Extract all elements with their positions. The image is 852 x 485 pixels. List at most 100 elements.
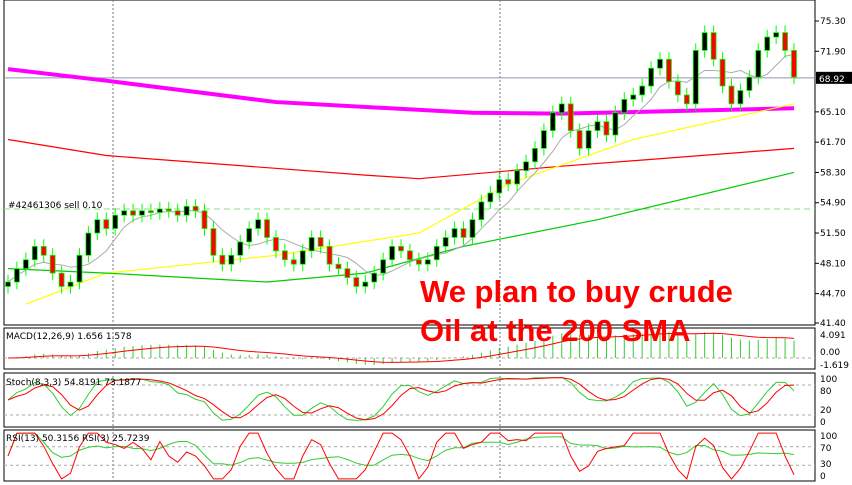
candle-body [728,85,735,105]
pane-border [3,0,816,326]
candle-body [148,210,154,213]
candle-body [58,272,65,287]
candle-body [433,245,440,261]
candle-body [246,228,253,243]
candle-body [335,263,342,270]
candle-body [451,228,458,238]
candle-body [782,32,788,51]
stoch-tick-label: 0 [820,418,826,428]
candle-body [183,205,190,216]
candle-body [103,219,110,229]
candle-body [165,208,172,212]
candle-body [523,161,529,172]
candle-body [121,210,128,216]
annotation-line-2: Oil at the 200 SMA [420,313,690,348]
candle-body [139,210,145,216]
candle-body [549,112,556,131]
candle-body [505,179,512,185]
candle-body [710,32,717,60]
axis-tick-label: 65.10 [820,108,846,118]
candle-body [773,32,780,38]
candle-body [130,210,136,216]
macd-tick-label: 4.091 [820,331,846,341]
indicator-panes: 4.091 0.00 -1.619 100 80 20 0 100 70 30 0 [4,331,849,482]
candle-body [719,58,726,87]
axis-tick-label: 54.90 [820,199,846,209]
candle-body [371,272,378,283]
axis-tick-label: 51.50 [820,229,846,239]
axis-tick-label: 48.10 [820,259,846,269]
candle-body [362,281,369,287]
candle-body [442,237,449,247]
candle-body [49,254,56,274]
candle-body [281,250,288,261]
candle-body [683,94,690,105]
candle-body [192,205,199,212]
candle-body [264,219,270,238]
stoch-tick-label: 100 [820,375,837,385]
candle-body [22,259,29,270]
macd-signal-line [7,332,795,363]
candle-body [496,179,503,194]
candle-body [85,232,92,256]
rsi-tick-label: 30 [820,460,832,470]
candle-body [398,245,404,252]
candle-body [585,130,592,149]
rsi-label: RSI(13) 50.3156 RSI(3) 25.7239 [6,434,150,444]
candle-body [94,219,101,234]
candle-body [353,277,360,287]
pane-border [3,327,816,370]
pane-border [3,429,816,482]
candle-body [487,192,494,203]
candle-body [558,103,565,114]
candle-body [603,121,610,136]
candle-body [764,36,771,51]
candle-body [210,228,217,256]
candle-body [76,254,83,283]
candle-body [737,90,744,105]
pane-border [3,372,816,428]
candle-body [791,49,797,78]
candle-body [112,214,119,229]
rsi-tick-label: 70 [820,444,832,454]
moving-average-line [7,138,795,180]
candle-body [237,241,244,256]
axis-tick-label: 58.30 [820,168,846,178]
moving-average-line [7,171,795,283]
stoch-label: Stoch(8,3,3) 54.8191 73.1877 [6,378,141,388]
candle-body [567,103,574,131]
candle-body [666,58,672,82]
rsi-tick-label: 100 [820,432,837,442]
macd-tick-label: 0.00 [820,348,840,358]
candle-body [228,254,235,265]
axis-tick-label: 61.70 [820,138,846,148]
candle-body [594,121,601,131]
axis-tick-label: 41.40 [820,319,846,329]
annotation-line-1: We plan to buy crude [420,274,733,309]
current-price-box [816,71,852,84]
candle-body [219,254,226,265]
stoch-signal-line [7,377,795,421]
candle-body [156,208,163,213]
macd-label: MACD(12,26,9) 1.656 1.578 [6,332,132,342]
candle-body [746,76,753,91]
candle-body [344,268,351,278]
candle-body [532,147,538,163]
order-label: #42461306 sell 0.10 [8,201,103,211]
rsi13-line [7,432,795,466]
candle-body [407,250,413,261]
candle-body [541,130,547,149]
candle-body [657,58,663,69]
candle-body [14,268,20,283]
axis-tick-label: 44.70 [820,290,846,300]
rsi3-line [7,432,795,480]
moving-average-line [7,67,795,116]
axis-tick-label: 71.90 [820,47,846,57]
current-price-label: 68.92 [819,75,845,85]
candle-body [308,237,315,252]
candle-body [612,112,619,136]
candle-body [692,49,699,105]
price-axis: 75.30 71.90 65.10 61.70 58.30 54.90 51.50 48.10… [815,17,852,329]
candle-body [255,219,261,229]
